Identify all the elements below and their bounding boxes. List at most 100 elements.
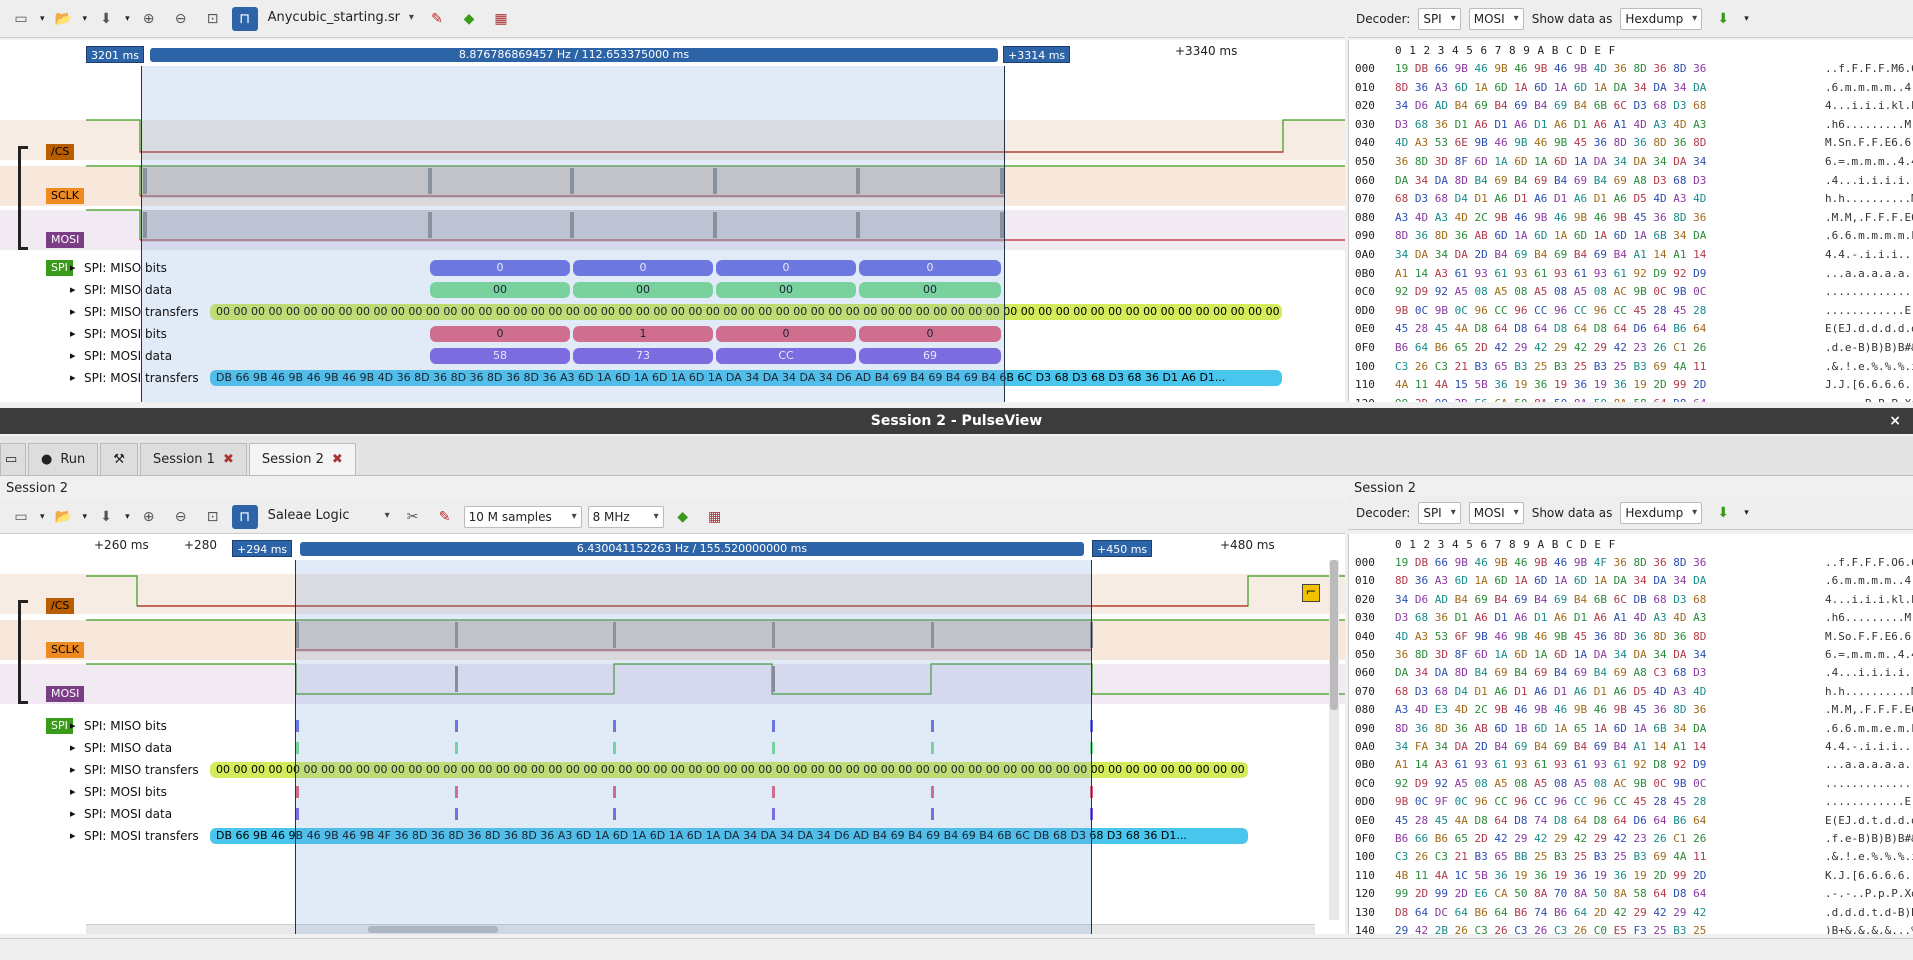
hex-byte[interactable]: 6D (1514, 155, 1535, 168)
hex-byte[interactable]: 2D (1474, 341, 1495, 354)
hex-byte[interactable]: 8D (1613, 136, 1634, 150)
hex-byte[interactable]: 46 (1494, 136, 1515, 150)
hex-byte[interactable]: 68 (1414, 611, 1435, 625)
new-session-icon[interactable]: ▭ (14, 10, 28, 27)
hex-bytes[interactable]: D3 68 36 D1 A6 D1 A6 D1 A6 D1 A6 A1 4D A… (1395, 118, 1706, 131)
hex-bytes[interactable]: A3 4D E3 4D 2C 9B 46 9B 46 9B 46 9B 45 3… (1395, 703, 1706, 716)
hex-byte[interactable]: B4 (1494, 99, 1515, 113)
hex-byte[interactable]: 25 (1573, 359, 1594, 373)
hex-bytes[interactable]: 34 D6 AD B4 69 B4 69 B4 69 B4 6B 6C DB 6… (1395, 593, 1706, 606)
hex-byte[interactable]: 6D (1534, 80, 1554, 94)
hex-byte[interactable]: 34 (1414, 173, 1435, 187)
hex-byte[interactable]: 92 (1434, 285, 1455, 299)
hex-byte[interactable]: A6 (1474, 611, 1495, 625)
hex-byte[interactable]: 5B (1474, 378, 1495, 392)
hex-byte[interactable]: C3 (1434, 359, 1455, 373)
hex-byte[interactable]: D1 (1454, 611, 1475, 625)
hex-byte[interactable]: B3 (1474, 359, 1495, 373)
hex-byte[interactable]: C3 (1653, 666, 1674, 680)
hex-byte[interactable]: 6D (1554, 155, 1574, 168)
hex-byte[interactable]: 19 (1633, 868, 1654, 882)
hex-byte[interactable]: B4 (1514, 666, 1535, 680)
hex-byte[interactable]: 2C (1474, 703, 1495, 717)
hex-byte[interactable]: D9 (1414, 776, 1435, 790)
hex-byte[interactable]: AB (1474, 229, 1495, 243)
channel-label-mosi[interactable]: MOSI (46, 232, 85, 248)
hex-byte[interactable]: 65 (1573, 721, 1594, 735)
hex-byte[interactable]: D6 (1414, 592, 1435, 606)
hex-byte[interactable]: DA (1593, 155, 1614, 168)
hex-byte[interactable]: 8D (1395, 229, 1415, 243)
hex-byte[interactable]: 08 (1593, 776, 1614, 790)
hex-byte[interactable]: 58 (1634, 397, 1654, 402)
device-config-icon[interactable]: ✂ (406, 508, 419, 525)
hex-byte[interactable]: DA (1395, 173, 1415, 187)
hex-byte[interactable]: 64 (1653, 322, 1674, 336)
hex-byte[interactable]: 4B (1395, 868, 1415, 882)
file-select[interactable]: Anycubic_starting.sr (264, 8, 418, 30)
zoom-in-icon[interactable]: ⊕ (142, 508, 155, 525)
hex-byte[interactable]: A3 (1673, 684, 1694, 698)
hex-byte[interactable]: 68 (1653, 99, 1674, 113)
hex-byte[interactable]: D1 (1514, 192, 1535, 206)
hex-byte[interactable]: 28 (1653, 303, 1674, 317)
hex-byte[interactable]: DA (1414, 248, 1435, 261)
hex-byte[interactable]: DA (1434, 173, 1455, 187)
hex-byte[interactable]: 61 (1573, 266, 1594, 280)
tab-session-2[interactable]: Session 2 ✖ (248, 443, 356, 475)
hex-byte[interactable]: B4 (1573, 592, 1594, 606)
hex-byte[interactable]: 45 (1434, 813, 1455, 827)
decoder-channel-select[interactable]: MOSI (1468, 501, 1524, 524)
hex-byte[interactable]: 4D (1414, 210, 1435, 224)
hex-byte[interactable]: 64 (1653, 397, 1673, 402)
add-decoder-icon[interactable]: ◆ (463, 10, 475, 27)
hex-byte[interactable]: D8 (1593, 322, 1614, 336)
hex-byte[interactable]: DA (1653, 574, 1674, 588)
hex-byte[interactable]: D1 (1494, 117, 1515, 131)
hex-byte[interactable]: CC (1534, 303, 1554, 317)
hex-byte[interactable]: 68 (1395, 192, 1415, 206)
hex-byte[interactable]: D1 (1534, 117, 1554, 131)
hex-byte[interactable]: 8A (1574, 397, 1594, 402)
hex-byte[interactable]: 26 (1454, 924, 1475, 934)
hex-byte[interactable]: 42 (1414, 924, 1435, 934)
hex-byte[interactable]: 93 (1514, 758, 1535, 772)
hex-byte[interactable]: 68 (1673, 173, 1694, 187)
hex-byte[interactable]: 6D (1573, 80, 1594, 94)
hex-byte[interactable]: A6 (1474, 117, 1495, 131)
hex-bytes[interactable]: A3 4D A3 4D 2C 9B 46 9B 46 9B 46 9B 45 3… (1395, 211, 1706, 224)
hex-byte[interactable]: 96 (1474, 303, 1495, 317)
hex-byte[interactable]: 34 (1673, 229, 1694, 243)
hex-byte[interactable]: 66 (1414, 832, 1435, 845)
hex-byte[interactable]: 9B (1454, 62, 1475, 75)
save-icon[interactable]: ⬇ (100, 10, 112, 27)
hex-byte[interactable]: DA (1653, 80, 1674, 94)
cursor-toggle-icon[interactable]: ⊓ (231, 6, 258, 31)
top-hexdump[interactable]: 0 1 2 3 4 5 6 7 8 9 A B C D E F 000 19 DB… (1348, 40, 1913, 402)
hex-byte[interactable]: 64 (1693, 887, 1707, 901)
hex-byte[interactable]: A3 (1414, 136, 1435, 150)
hex-byte[interactable]: 36 (1693, 703, 1707, 717)
hex-byte[interactable]: 34 (1613, 648, 1634, 661)
hex-byte[interactable]: A3 (1673, 192, 1694, 206)
hex-byte[interactable]: DA (1633, 155, 1654, 168)
hex-bytes[interactable]: 4B 11 4A 1C 5B 36 19 36 19 36 19 36 19 2… (1395, 869, 1706, 882)
hex-byte[interactable]: B4 (1573, 99, 1594, 113)
hex-byte[interactable]: 14 (1653, 740, 1674, 753)
hex-byte[interactable]: A5 (1573, 285, 1594, 299)
hex-byte[interactable]: A1 (1673, 740, 1694, 753)
hex-byte[interactable]: 69 (1474, 99, 1495, 113)
hex-byte[interactable]: 61 (1454, 266, 1475, 280)
hex-byte[interactable]: 2D (1414, 887, 1435, 901)
hex-byte[interactable]: A5 (1494, 776, 1515, 790)
hex-byte[interactable]: A6 (1593, 611, 1614, 625)
hex-byte[interactable]: 34 (1693, 648, 1707, 661)
decoder-channel-select[interactable]: MOSI (1468, 7, 1524, 30)
hex-byte[interactable]: 29 (1554, 341, 1574, 354)
hex-byte[interactable]: 64 (1693, 397, 1706, 402)
hex-byte[interactable]: 1A (1514, 80, 1535, 94)
hex-byte[interactable]: 36 (1673, 629, 1694, 643)
hex-byte[interactable]: 36 (1593, 629, 1614, 643)
channel-label-mosi[interactable]: MOSI (46, 686, 85, 702)
hex-bytes[interactable]: 8D 36 A3 6D 1A 6D 1A 6D 1A 6D 1A DA 34 D… (1395, 81, 1706, 94)
